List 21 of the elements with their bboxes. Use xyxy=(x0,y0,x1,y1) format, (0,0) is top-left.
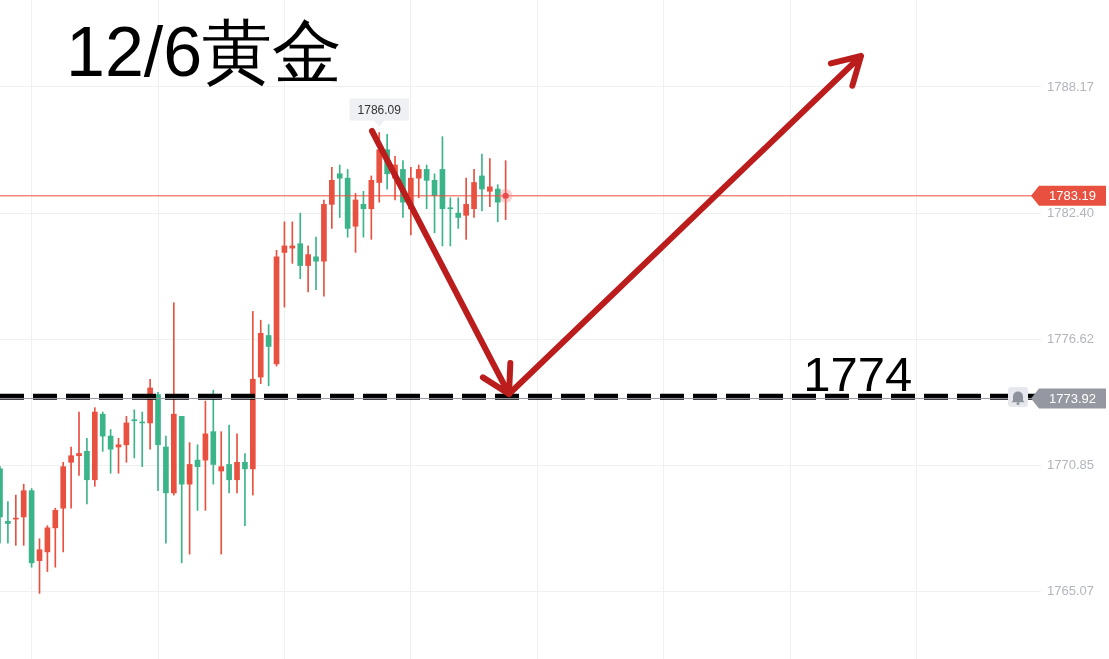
candlestick xyxy=(479,153,485,212)
candlestick xyxy=(313,236,319,290)
chart-title: 12/6黄金 xyxy=(66,12,343,92)
y-tick-label: 1776.62 xyxy=(1047,331,1094,347)
candlestick xyxy=(218,431,225,555)
candlestick xyxy=(76,411,82,476)
y-tick-label: 1788.17 xyxy=(1047,78,1094,94)
candlestick xyxy=(5,501,11,544)
candlestick xyxy=(131,409,138,459)
candlestick xyxy=(336,164,343,218)
annotation: 1786.09 xyxy=(357,102,402,117)
candlestick xyxy=(455,197,462,229)
ref-line-label: 1773.92 xyxy=(1049,391,1096,407)
y-tick-label: 1765.07 xyxy=(1047,583,1094,599)
candlestick xyxy=(68,446,74,509)
ref-line-label: 1774 xyxy=(803,346,913,401)
candlestick xyxy=(242,453,248,526)
ref-line-label: 1783.19 xyxy=(1049,188,1096,204)
candlestick xyxy=(226,424,232,494)
y-tick-label: 1782.40 xyxy=(1047,204,1094,220)
y-tick-label: 1770.85 xyxy=(1047,457,1094,473)
